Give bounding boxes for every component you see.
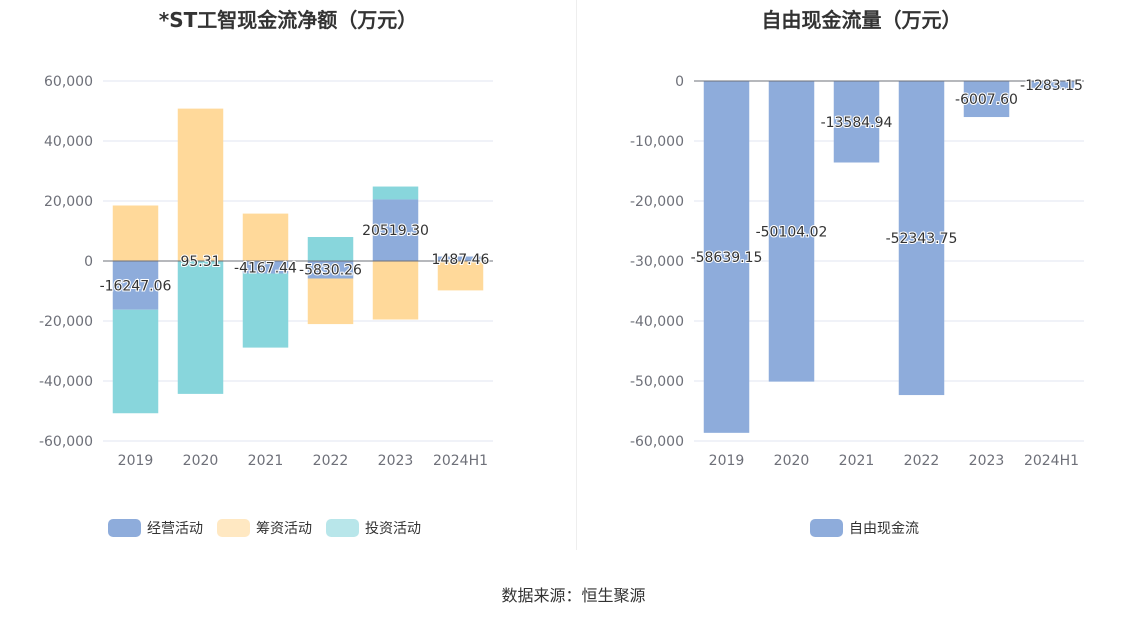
cf-data-label: -5830.26 xyxy=(299,263,362,279)
cf-bar-2023-s2 xyxy=(372,186,419,200)
cf-data-label: -4167.44 xyxy=(234,260,297,276)
fcf-bar-2022-s0 xyxy=(898,81,945,396)
fcf-bar-2021-s0 xyxy=(833,81,880,163)
cf-bar-2022-s1 xyxy=(307,278,354,325)
cf-bar-2020-s1 xyxy=(177,108,224,261)
cf-bar-2019-s0 xyxy=(112,261,159,310)
cf-bar-2021-s2 xyxy=(242,273,289,348)
fcf-data-label: -58639.15 xyxy=(691,250,763,266)
fcf-y-tick-label: 0 xyxy=(675,74,684,90)
cf-bar-2019-s1 xyxy=(112,205,159,261)
cf-y-tick-label: 20,000 xyxy=(44,194,93,210)
data-source: 数据来源：恒生聚源 xyxy=(501,586,646,605)
cf-legend-label: 投资活动 xyxy=(365,521,421,537)
fcf-x-tick-label: 2021 xyxy=(839,453,875,469)
fcf-x-tick-label: 2020 xyxy=(774,453,810,469)
free-cash-flow-legend: 自由现金流 xyxy=(810,518,933,538)
cf-bar-2020-s2 xyxy=(177,261,224,394)
fcf-bar-2020-s0 xyxy=(768,81,815,382)
cf-bar-2021-s1 xyxy=(242,213,289,261)
fcf-y-tick-label: -10,000 xyxy=(630,134,684,150)
fcf-data-label: -50104.02 xyxy=(756,224,828,240)
cf-y-tick-label: 60,000 xyxy=(44,74,93,90)
cf-bar-2024h1-s1 xyxy=(437,261,484,291)
cf-bar-2019-s2 xyxy=(112,309,159,414)
cf-bar-2022-s2 xyxy=(307,237,354,261)
cf-legend-swatch xyxy=(217,519,250,537)
cf-bar-2023-s0 xyxy=(372,199,419,261)
fcf-data-label: -52343.75 xyxy=(886,231,958,247)
cf-x-tick-label: 2024H1 xyxy=(433,453,488,469)
free-cash-flow-chart: 0 -10,000 -20,000 -30,000 -40,000 -50,000 -60,… xyxy=(630,74,1084,469)
cf-data-label: 95.31 xyxy=(180,254,220,270)
cf-data-label: -16247.06 xyxy=(100,278,172,294)
fcf-y-tick-label: -20,000 xyxy=(630,194,684,210)
cf-legend-item-0[interactable]: 经营活动 xyxy=(108,518,203,538)
cash-flow-legend: 经营活动 筹资活动 投资活动 xyxy=(108,518,435,538)
fcf-legend-swatch xyxy=(810,519,843,537)
cf-data-label: 20519.30 xyxy=(362,223,429,239)
cf-x-tick-label: 2019 xyxy=(118,453,154,469)
cf-data-label: 1487.46 xyxy=(432,252,490,268)
cf-y-tick-label: -40,000 xyxy=(39,374,93,390)
cf-legend-item-2[interactable]: 投资活动 xyxy=(326,518,421,538)
cf-bar-2021-s0 xyxy=(242,261,289,274)
fcf-data-label: -6007.60 xyxy=(955,92,1018,108)
fcf-x-tick-label: 2023 xyxy=(969,453,1005,469)
cash-flow-chart: 60,000 40,000 20,000 0 -20,000 -40,000 -60,000… xyxy=(39,74,493,469)
cf-y-tick-label: -20,000 xyxy=(39,314,93,330)
cf-bar-2024h1-s0 xyxy=(437,256,484,261)
fcf-y-tick-label: -60,000 xyxy=(630,434,684,450)
cf-y-tick-label: 0 xyxy=(84,254,93,270)
chart-title-free-cash-flow: 自由现金流量（万元） xyxy=(761,8,962,32)
fcf-legend-item-0[interactable]: 自由现金流 xyxy=(810,518,919,538)
cf-x-tick-label: 2023 xyxy=(378,453,414,469)
cf-x-tick-label: 2021 xyxy=(248,453,284,469)
fcf-bar-2023-s0 xyxy=(963,81,1010,118)
cf-y-tick-label: -60,000 xyxy=(39,434,93,450)
cf-legend-swatch xyxy=(326,519,359,537)
chart-divider xyxy=(576,0,577,550)
fcf-bar-2019-s0 xyxy=(703,81,750,433)
fcf-y-tick-label: -40,000 xyxy=(630,314,684,330)
fcf-x-tick-label: 2022 xyxy=(904,453,940,469)
cf-y-tick-label: 40,000 xyxy=(44,134,93,150)
fcf-x-tick-label: 2024H1 xyxy=(1024,453,1079,469)
cf-legend-label: 经营活动 xyxy=(147,521,203,537)
fcf-y-tick-label: -50,000 xyxy=(630,374,684,390)
fcf-data-label: -1283.15 xyxy=(1020,78,1083,94)
cf-x-tick-label: 2022 xyxy=(313,453,349,469)
fcf-y-tick-label: -30,000 xyxy=(630,254,684,270)
cf-legend-item-1[interactable]: 筹资活动 xyxy=(217,518,312,538)
fcf-bar-2024h1-s0 xyxy=(1028,81,1075,89)
fcf-x-tick-label: 2019 xyxy=(709,453,745,469)
fcf-data-label: -13584.94 xyxy=(821,115,893,131)
cf-legend-label: 筹资活动 xyxy=(256,521,312,537)
fcf-legend-label: 自由现金流 xyxy=(849,521,919,537)
cf-bar-2023-s1 xyxy=(372,261,419,320)
cf-bar-2022-s0 xyxy=(307,261,354,279)
cf-legend-swatch xyxy=(108,519,141,537)
chart-title-cash-flow: *ST工智现金流净额（万元） xyxy=(158,8,418,32)
cf-x-tick-label: 2020 xyxy=(183,453,219,469)
